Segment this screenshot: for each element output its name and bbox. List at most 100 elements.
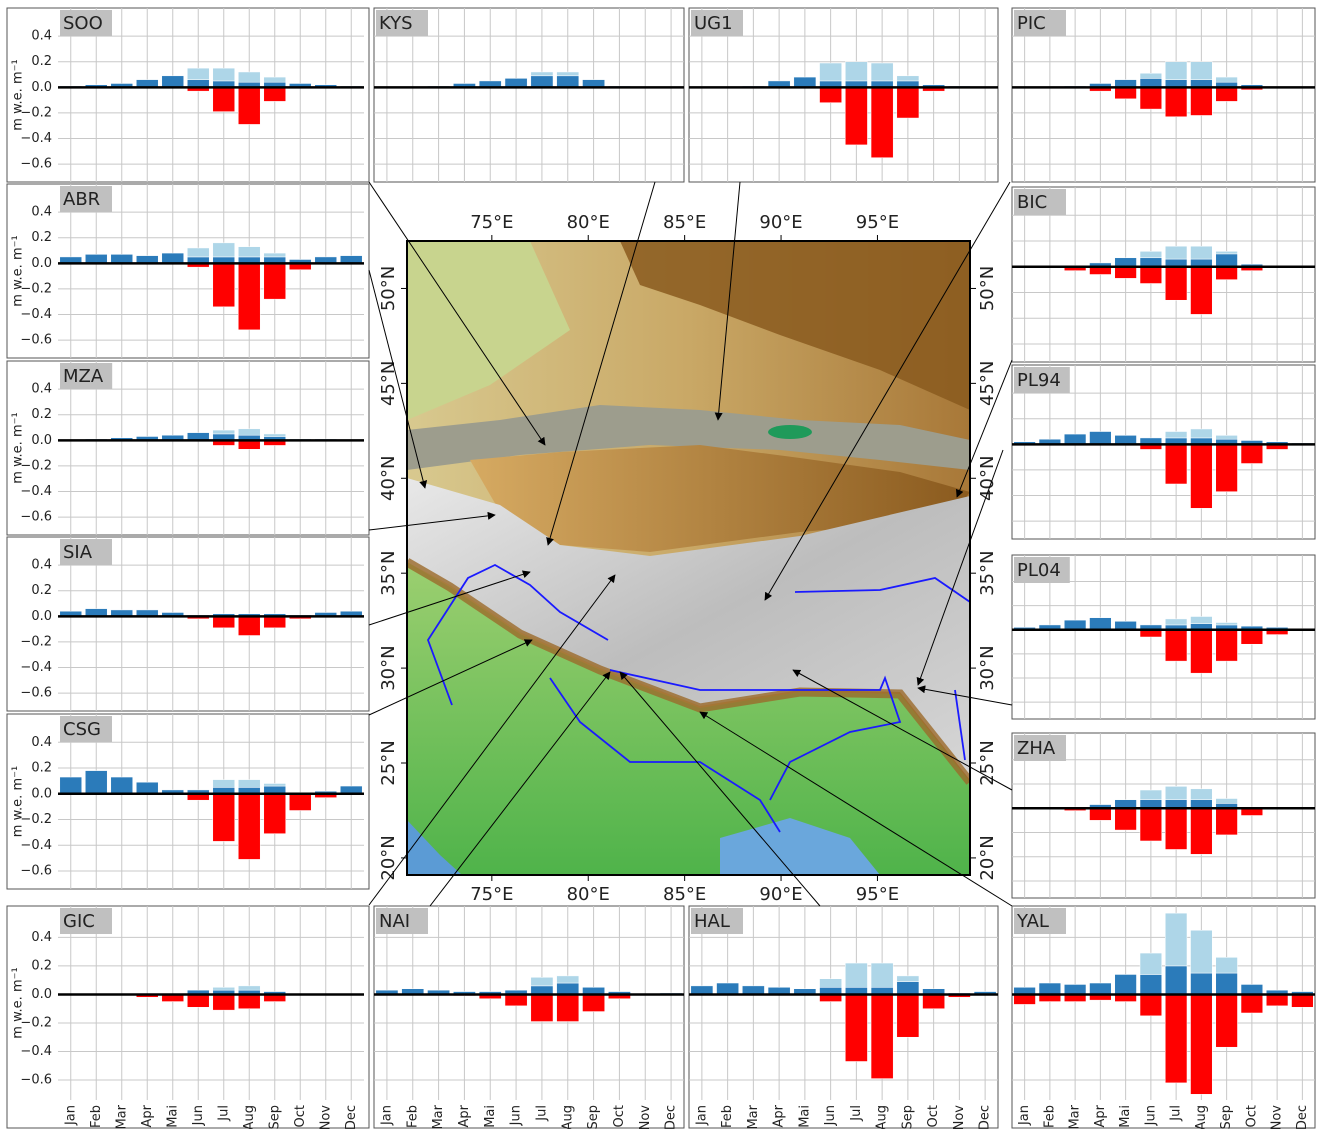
x-tick-label: Feb xyxy=(720,1105,735,1128)
bar xyxy=(1140,267,1162,284)
figure: 75°E75°E80°E80°E85°E85°E90°E90°E95°E95°E… xyxy=(0,0,1320,1129)
bar xyxy=(1216,973,1238,994)
bar xyxy=(1165,808,1187,849)
bar xyxy=(897,982,919,995)
panel-title: UG1 xyxy=(694,13,733,34)
bar xyxy=(1191,808,1213,854)
bar xyxy=(1216,630,1238,661)
y-tick-label: −0.6 xyxy=(20,686,52,701)
x-tick-label: Apr xyxy=(140,1104,155,1127)
y-tick-label: −0.4 xyxy=(20,131,52,146)
bar xyxy=(1140,994,1162,1015)
bar xyxy=(213,430,235,434)
bar xyxy=(1191,630,1213,673)
bar xyxy=(557,994,579,1021)
map-y-tick-label: 25°N xyxy=(977,740,998,785)
panel: PIC xyxy=(1012,8,1315,182)
bar xyxy=(238,794,260,860)
x-tick-label: Sep xyxy=(586,1105,601,1129)
bar xyxy=(794,77,816,87)
y-tick-label: 0.0 xyxy=(31,987,52,1002)
map-y-tick-label: 40°N xyxy=(378,456,399,501)
bar xyxy=(1115,974,1137,994)
y-axis-label: m w.e. m⁻¹ xyxy=(11,59,26,130)
bar xyxy=(1140,258,1162,267)
bar xyxy=(1165,87,1187,116)
y-axis-label: m w.e. m⁻¹ xyxy=(11,766,26,837)
bar xyxy=(1191,246,1213,259)
bar xyxy=(264,783,286,786)
map-x-tick-label: 85°E xyxy=(663,212,706,233)
bar xyxy=(1165,62,1187,80)
panel: BIC xyxy=(1012,187,1315,362)
bar xyxy=(1115,267,1137,279)
bar xyxy=(1090,432,1112,445)
y-tick-label: −0.6 xyxy=(20,863,52,878)
x-tick-label: Nov xyxy=(1270,1105,1285,1129)
x-tick-label: Aug xyxy=(242,1105,257,1129)
y-tick-label: 0.0 xyxy=(31,433,52,448)
bar xyxy=(238,994,260,1008)
map-terrain xyxy=(407,241,970,875)
bar xyxy=(871,63,893,81)
bar xyxy=(213,68,235,81)
panel: ZHA xyxy=(1012,733,1315,898)
bar xyxy=(1115,87,1137,99)
y-tick-label: −0.4 xyxy=(20,307,52,322)
map-x-tick-label: 75°E xyxy=(470,212,513,233)
y-tick-label: −0.4 xyxy=(20,484,52,499)
bar xyxy=(1165,786,1187,799)
x-tick-label: Mar xyxy=(1068,1104,1083,1129)
x-tick-label: Nov xyxy=(318,1105,333,1129)
map-x-tick-label: 80°E xyxy=(567,212,610,233)
bar xyxy=(1216,994,1238,1047)
panel-frame xyxy=(1012,906,1315,1128)
map-y-tick-label: 30°N xyxy=(378,645,399,690)
bar xyxy=(1191,62,1213,80)
panel-title: HAL xyxy=(694,911,730,932)
bar xyxy=(1165,432,1187,438)
x-tick-label: Jul xyxy=(534,1105,549,1122)
bar xyxy=(1191,800,1213,808)
bar xyxy=(1115,808,1137,830)
bar xyxy=(238,780,260,788)
bar xyxy=(238,87,260,124)
y-tick-label: −0.6 xyxy=(20,157,52,172)
bar xyxy=(213,794,235,842)
y-tick-label: −0.4 xyxy=(20,660,52,675)
bar xyxy=(557,76,579,88)
bar xyxy=(1266,994,1288,1005)
bar xyxy=(1191,994,1213,1094)
bar xyxy=(1064,620,1086,630)
x-tick-label: Feb xyxy=(1042,1105,1057,1128)
map-y-tick-label: 45°N xyxy=(378,361,399,406)
bar xyxy=(1241,630,1263,644)
x-tick-label: Nov xyxy=(638,1105,653,1129)
bar xyxy=(691,986,713,995)
panel-title: PIC xyxy=(1017,13,1046,34)
bar xyxy=(531,986,553,995)
x-tick-label: Nov xyxy=(952,1105,967,1129)
bar xyxy=(238,72,260,82)
bar xyxy=(1140,974,1162,994)
bar xyxy=(1165,267,1187,300)
bar xyxy=(557,983,579,994)
y-axis-label: m w.e. m⁻¹ xyxy=(11,967,26,1038)
bar xyxy=(213,987,235,990)
bar xyxy=(85,254,107,263)
x-tick-label: Feb xyxy=(89,1105,104,1128)
bar xyxy=(742,986,764,995)
panel-title: ABR xyxy=(63,189,100,210)
map-y-tick-label: 35°N xyxy=(378,550,399,595)
map-x-tick-label: 90°E xyxy=(759,884,802,905)
map-x-tick-label: 75°E xyxy=(470,884,513,905)
x-tick-label: Mar xyxy=(746,1104,761,1129)
bar xyxy=(238,247,260,257)
map-y-tick-label: 45°N xyxy=(977,361,998,406)
panel: −0.6−0.4−0.20.00.20.4m w.e. m⁻¹CSG xyxy=(7,714,369,889)
bar xyxy=(1191,87,1213,115)
panel-title: PL94 xyxy=(1017,370,1061,391)
map-x-tick-label: 80°E xyxy=(567,884,610,905)
